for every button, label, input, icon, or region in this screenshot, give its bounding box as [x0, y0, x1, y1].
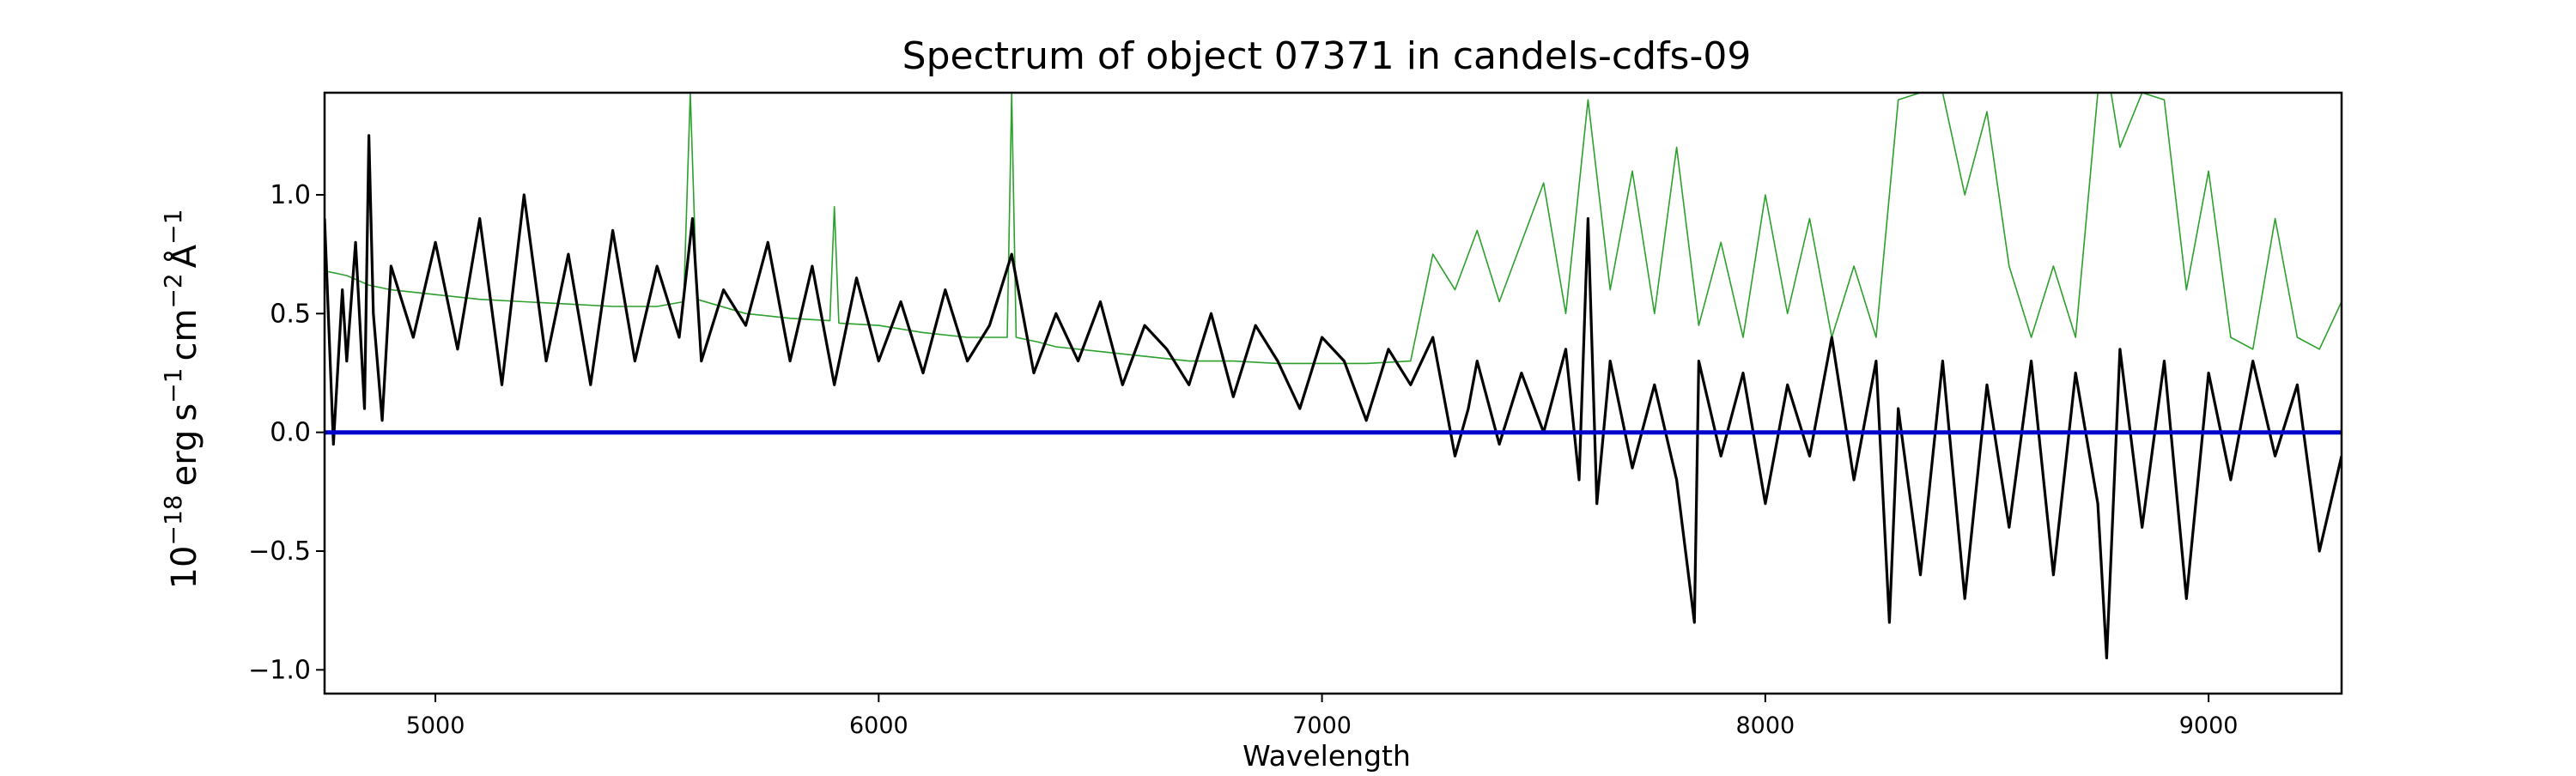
y-label-cm: cm	[165, 309, 204, 361]
y-label-cm-exp: −2	[159, 273, 187, 308]
y-label-angstrom-exp: −1	[159, 209, 187, 245]
x-tick-label: 5000	[406, 712, 465, 739]
y-label-exp: −18	[159, 494, 187, 545]
plot-frame	[323, 91, 2343, 695]
series-line-error	[325, 93, 2342, 365]
y-axis-label: 10−18ergs−1cm−2Å−1	[159, 209, 204, 590]
y-label-s-exp: −1	[159, 368, 187, 403]
y-axis-ticks: −1.0 −0.5 0.0 0.5 1.0	[248, 180, 325, 685]
x-axis-label: Wavelength	[1242, 739, 1411, 773]
y-label-angstrom: Å	[163, 244, 204, 268]
series-line-flux	[325, 134, 2342, 660]
y-tick-label: −1.0	[248, 655, 311, 685]
x-tick-label: 9000	[2179, 712, 2239, 739]
x-tick-label: 7000	[1292, 712, 1352, 739]
x-tick-label: 6000	[849, 712, 908, 739]
chart-title: Spectrum of object 07371 in candels-cdfs…	[902, 34, 1752, 78]
y-label-s: s	[165, 403, 204, 421]
y-tick-label: 0.5	[270, 299, 311, 329]
x-axis-ticks: 5000 6000 7000 8000 9000	[406, 694, 2239, 739]
plot-area	[325, 93, 2342, 660]
y-tick-label: 0.0	[270, 418, 311, 448]
y-label-base: 10	[165, 545, 204, 589]
y-label-erg: erg	[165, 430, 204, 487]
y-tick-label: −0.5	[248, 537, 311, 567]
x-tick-label: 8000	[1735, 712, 1795, 739]
y-tick-label: 1.0	[270, 180, 311, 210]
